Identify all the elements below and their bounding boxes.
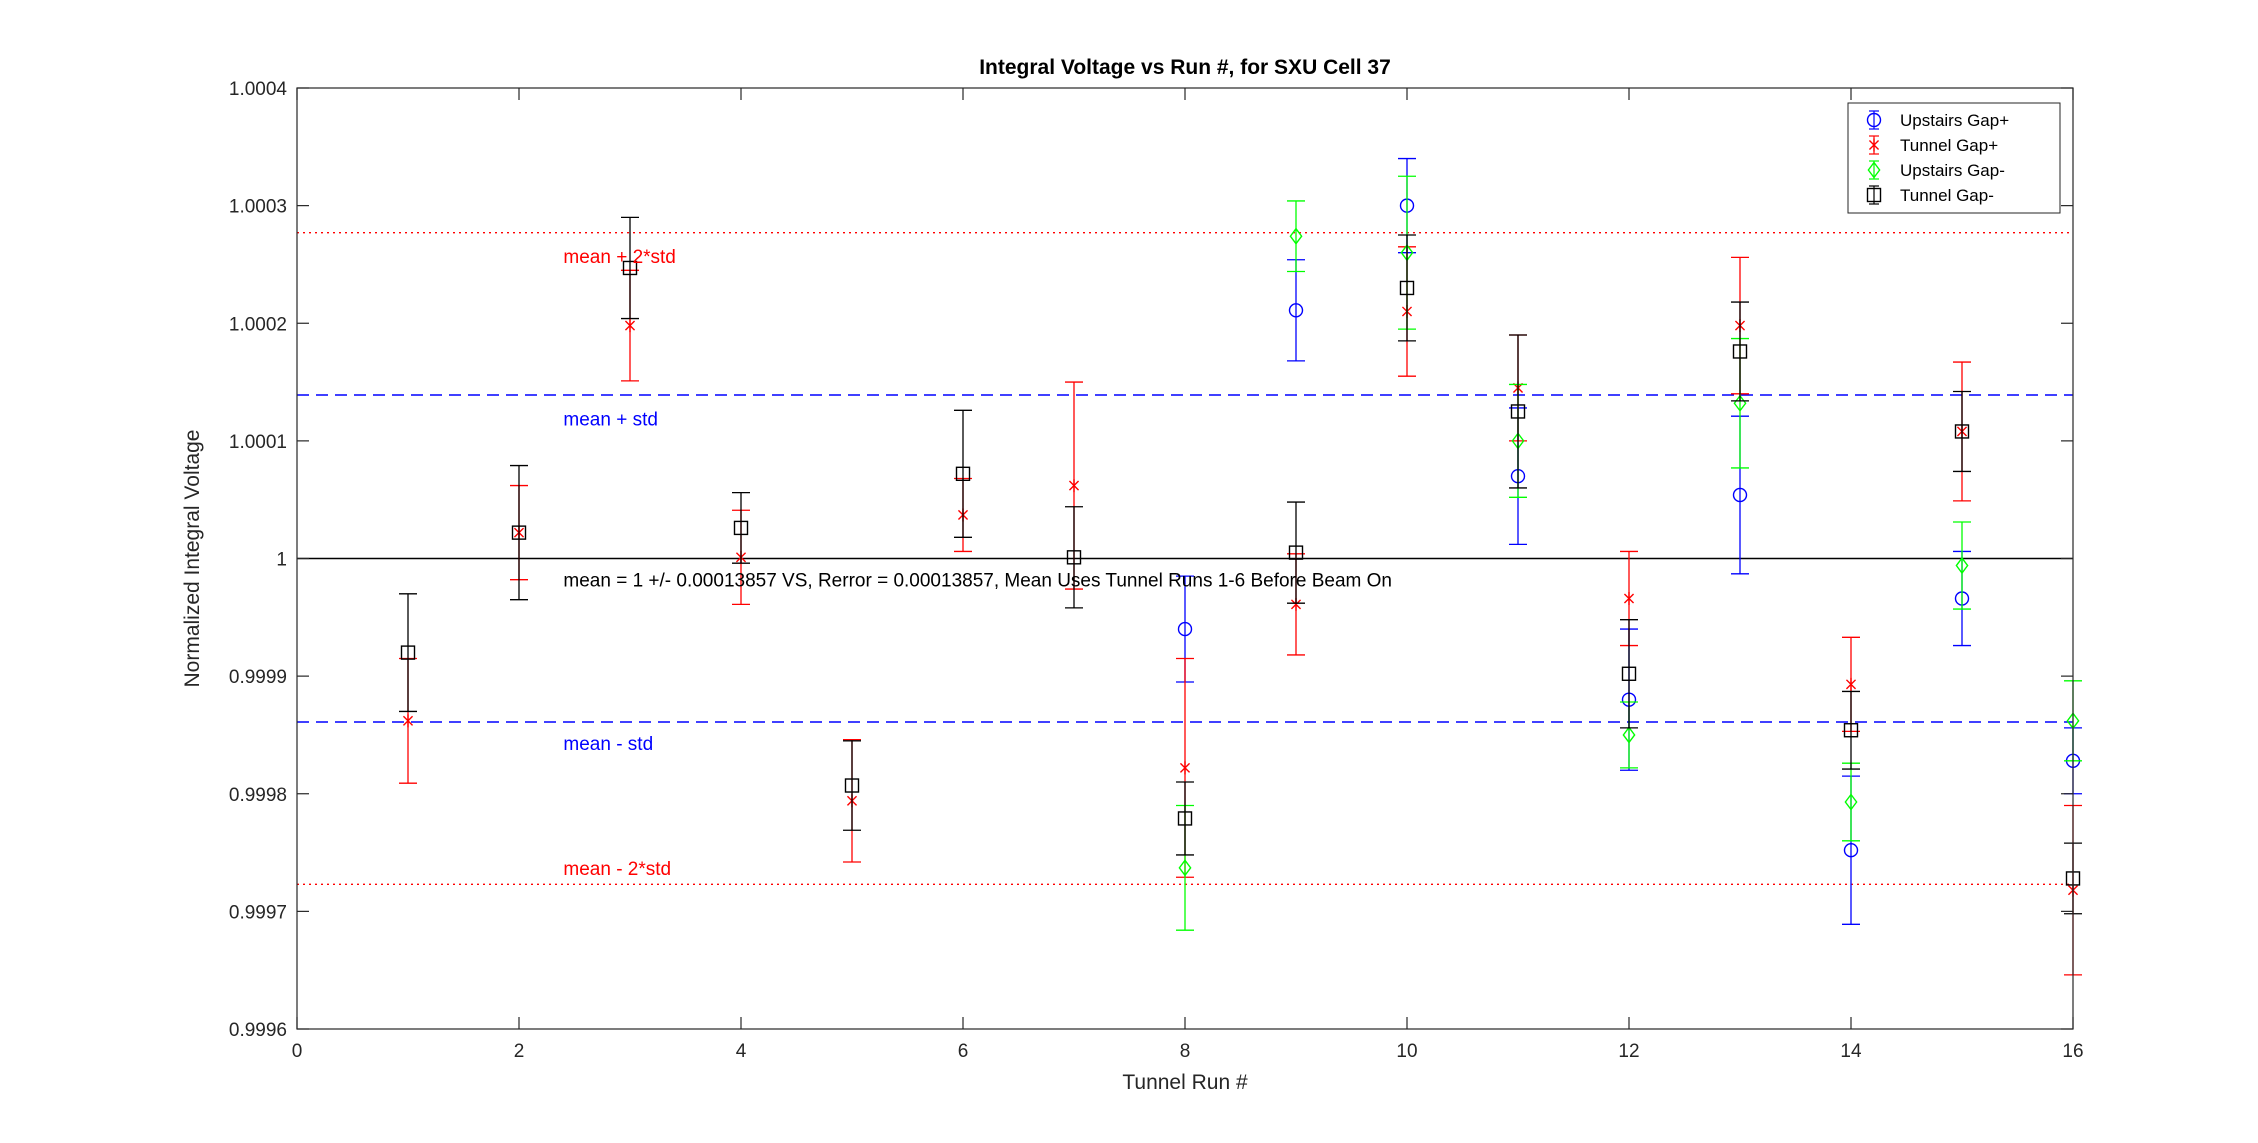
- annotations: mean + 2*std mean + std mean - std mean - 2…: [563, 247, 1392, 880]
- y-tick-label: 1.0001: [229, 432, 287, 453]
- data-point: [402, 714, 414, 728]
- x-tick-label: 0: [292, 1041, 303, 1062]
- reference-line-label: mean + std: [563, 410, 658, 431]
- data-point: [1399, 280, 1415, 296]
- reference-line-label: mean - std: [563, 734, 653, 755]
- legend-label: Upstairs Gap-: [1900, 161, 2005, 180]
- error-bar: [1287, 501, 1305, 604]
- error-bar: [732, 491, 750, 564]
- error-bar: [1065, 506, 1083, 609]
- data-point: [1068, 479, 1080, 493]
- legend-item: Tunnel Gap-: [1866, 185, 1994, 205]
- y-tick-label: 0.9998: [229, 785, 287, 806]
- data-point: [1288, 545, 1304, 560]
- data-point: [1955, 556, 1969, 575]
- y-tick-label: 0.9996: [229, 1020, 287, 1041]
- data-point: [1178, 859, 1192, 877]
- x-tick-label: 12: [1618, 1041, 1639, 1062]
- x-tick-label: 10: [1396, 1041, 1417, 1062]
- x-tick-label: 4: [736, 1041, 747, 1062]
- legend-marker: [1868, 138, 1880, 152]
- data-point: [1843, 843, 1859, 858]
- data-point: [511, 525, 527, 540]
- error-bar: [510, 464, 528, 601]
- x-tick-label: 6: [958, 1041, 969, 1062]
- error-bar: [1398, 234, 1416, 342]
- error-bar: [1287, 200, 1305, 273]
- y-tick-label: 0.9999: [229, 667, 287, 688]
- error-bar: [621, 216, 639, 320]
- error-bar: [1176, 781, 1194, 856]
- data-point: [1845, 677, 1857, 691]
- data-point: [624, 319, 636, 333]
- reference-line-label: mean + 2*std: [563, 247, 676, 268]
- error-bar: [1953, 521, 1971, 610]
- error-bar: [399, 593, 417, 713]
- legend-item: Upstairs Gap+: [1866, 110, 2009, 130]
- data-point: [1179, 761, 1191, 775]
- y-tick-label: 1.0003: [229, 197, 287, 218]
- error-bar: [1620, 619, 1638, 729]
- data-point: [1844, 793, 1858, 811]
- chart-title: Integral Voltage vs Run #, for SXU Cell …: [979, 56, 1391, 79]
- reference-line-label: mean - 2*std: [563, 859, 671, 880]
- data-point: [622, 260, 638, 276]
- legend-label: Tunnel Gap-: [1900, 186, 1994, 205]
- legend-item: Tunnel Gap+: [1868, 135, 1998, 155]
- legend-label: Upstairs Gap+: [1900, 111, 2009, 130]
- data-point: [844, 778, 860, 793]
- y-tick-label: 1.0002: [229, 314, 287, 335]
- data-point: [1843, 723, 1859, 738]
- data-point: [1289, 227, 1303, 245]
- y-tick-label: 0.9997: [229, 902, 287, 923]
- data-point: [733, 520, 749, 536]
- data-point: [1732, 344, 1748, 359]
- error-bar: [954, 409, 972, 538]
- y-axis-title: Normalized Integral Voltage: [181, 430, 204, 688]
- data-point: [1732, 487, 1748, 503]
- error-bar: [1953, 390, 1971, 473]
- x-tick-label: 16: [2062, 1041, 2083, 1062]
- error-bar: [1731, 301, 1749, 402]
- x-tick-label: 8: [1180, 1041, 1191, 1062]
- data-point: [1623, 591, 1635, 605]
- x-tick-label: 14: [1840, 1041, 1862, 1062]
- data-point: [1622, 726, 1636, 744]
- legend-marker: [1866, 112, 1882, 128]
- data-point: [1621, 666, 1637, 681]
- x-axis-title: Tunnel Run #: [1122, 1071, 1248, 1094]
- legend-label: Tunnel Gap+: [1900, 136, 1998, 155]
- y-tick-label: 1.0004: [229, 79, 288, 100]
- error-bar: [1842, 690, 1860, 770]
- data-point: [1510, 404, 1526, 419]
- mean-annotation: mean = 1 +/- 0.00013857 VS, Rerror = 0.0…: [563, 571, 1392, 592]
- legend-marker: [1867, 161, 1881, 179]
- error-bar: [1509, 334, 1527, 489]
- legend-marker: [1866, 187, 1882, 203]
- data-point: [955, 466, 971, 482]
- data-point: [400, 645, 416, 660]
- legend: Upstairs Gap+ Tunnel Gap+ Upstairs Gap- Tun…: [1847, 102, 2061, 214]
- error-bar: [843, 740, 861, 831]
- y-tick-label: 1: [276, 550, 287, 571]
- data-point: [1954, 424, 1970, 439]
- data-point: [1066, 550, 1082, 565]
- data-point: [1177, 621, 1193, 637]
- data-point: [1177, 811, 1193, 826]
- legend-item: Upstairs Gap-: [1867, 160, 2005, 180]
- data-point: [1288, 303, 1304, 318]
- axes: 0 2 4 6 8 10 12 14 16 0.9996 0.9997 0.9998 0.9999 1 1.…: [229, 79, 2084, 1062]
- legend-box: [1847, 102, 2061, 214]
- x-tick-label: 2: [514, 1041, 525, 1062]
